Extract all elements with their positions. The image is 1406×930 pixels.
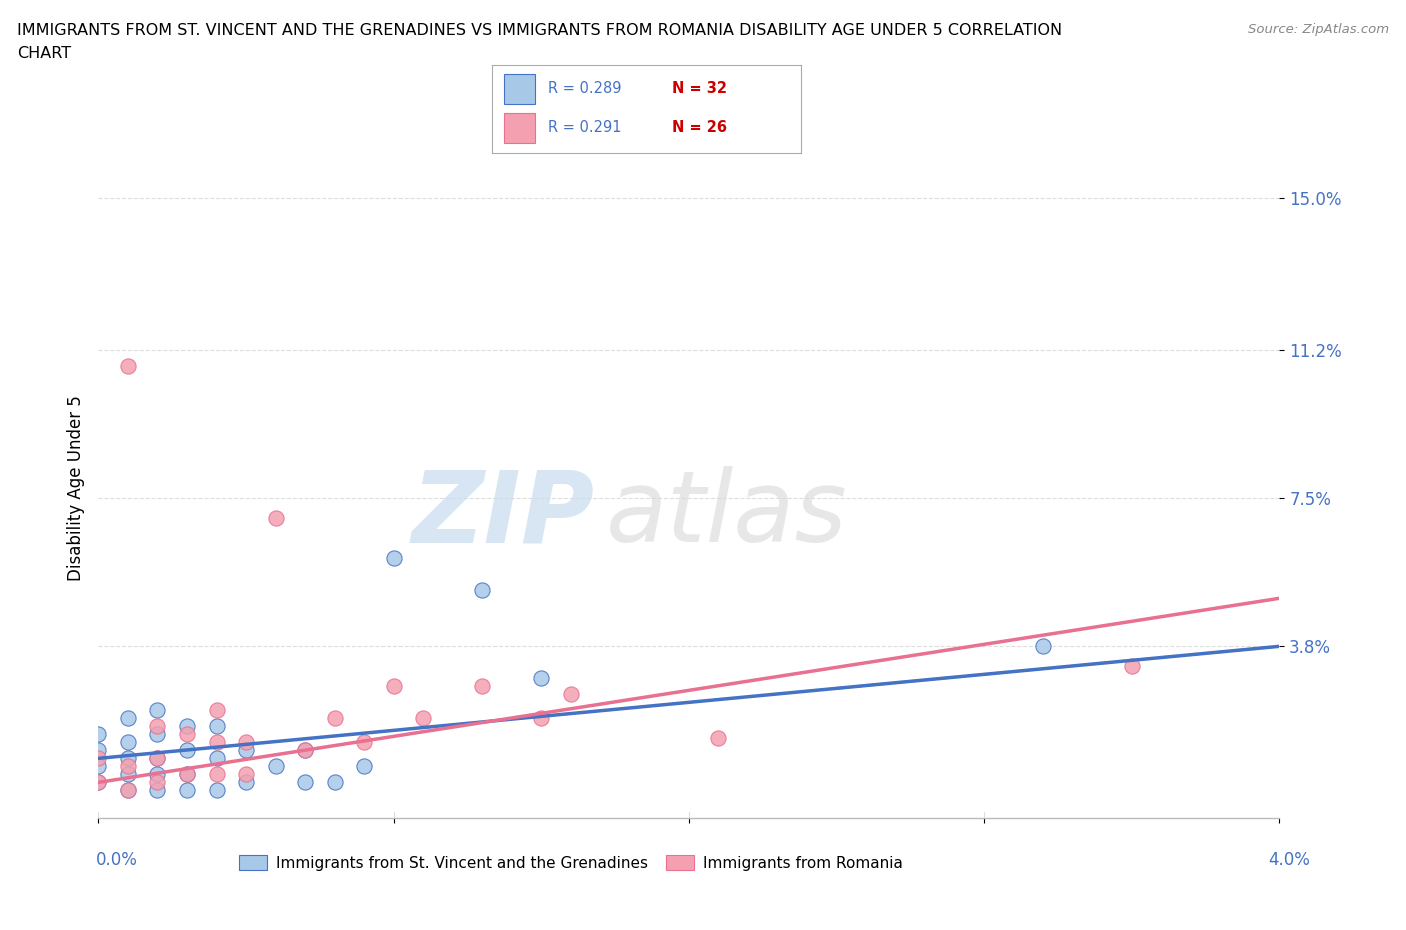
Point (323, 711, 346, 725)
Point (117, 711, 139, 725)
Point (146, 751, 169, 765)
Point (205, 735, 228, 750)
Point (707, 731, 730, 746)
Point (1121, 658, 1143, 673)
Point (294, 743, 316, 758)
Point (205, 783, 228, 798)
Point (353, 759, 375, 774)
Point (117, 783, 139, 798)
Point (176, 727, 198, 742)
Point (176, 743, 198, 758)
Point (471, 583, 494, 598)
Point (323, 775, 346, 790)
Point (264, 759, 287, 774)
Point (530, 711, 553, 725)
Point (412, 711, 434, 725)
Text: 4.0%: 4.0% (1268, 851, 1310, 869)
Point (117, 767, 139, 782)
Point (176, 719, 198, 734)
Point (87, 759, 110, 774)
Point (87, 751, 110, 765)
Text: N = 26: N = 26 (672, 120, 727, 136)
Text: Source: ZipAtlas.com: Source: ZipAtlas.com (1249, 23, 1389, 36)
Point (87, 743, 110, 758)
Point (205, 719, 228, 734)
Text: CHART: CHART (17, 46, 70, 61)
Text: R = 0.289: R = 0.289 (548, 82, 621, 97)
Y-axis label: Disability Age Under 5: Disability Age Under 5 (66, 395, 84, 581)
Text: N = 32: N = 32 (672, 82, 727, 97)
Point (146, 703, 169, 718)
Point (235, 775, 257, 790)
Text: IMMIGRANTS FROM ST. VINCENT AND THE GRENADINES VS IMMIGRANTS FROM ROMANIA DISABI: IMMIGRANTS FROM ST. VINCENT AND THE GREN… (17, 23, 1062, 38)
Text: ZIP: ZIP (412, 466, 595, 564)
Point (353, 735, 375, 750)
Point (294, 775, 316, 790)
FancyBboxPatch shape (505, 113, 536, 143)
Legend: Immigrants from St. Vincent and the Grenadines, Immigrants from Romania: Immigrants from St. Vincent and the Gren… (233, 848, 908, 877)
Point (294, 743, 316, 758)
Point (382, 679, 405, 694)
Point (146, 783, 169, 798)
Point (117, 359, 139, 374)
Point (146, 767, 169, 782)
Point (235, 735, 257, 750)
Point (235, 767, 257, 782)
Point (146, 751, 169, 765)
Point (117, 783, 139, 798)
Point (1032, 639, 1054, 654)
Point (382, 551, 405, 565)
Point (87, 775, 110, 790)
Point (205, 751, 228, 765)
Point (205, 767, 228, 782)
FancyBboxPatch shape (505, 74, 536, 104)
Point (471, 679, 494, 694)
Text: atlas: atlas (606, 466, 848, 564)
Point (117, 751, 139, 765)
Point (205, 703, 228, 718)
Point (146, 727, 169, 742)
Point (117, 759, 139, 774)
Point (176, 767, 198, 782)
Point (146, 719, 169, 734)
Point (176, 783, 198, 798)
Point (235, 743, 257, 758)
Text: R = 0.291: R = 0.291 (548, 120, 621, 136)
Point (87, 727, 110, 742)
Point (530, 671, 553, 685)
Text: 0.0%: 0.0% (96, 851, 138, 869)
Point (87, 775, 110, 790)
Point (117, 735, 139, 750)
Point (146, 775, 169, 790)
Point (264, 511, 287, 525)
Point (560, 687, 582, 702)
Point (176, 767, 198, 782)
